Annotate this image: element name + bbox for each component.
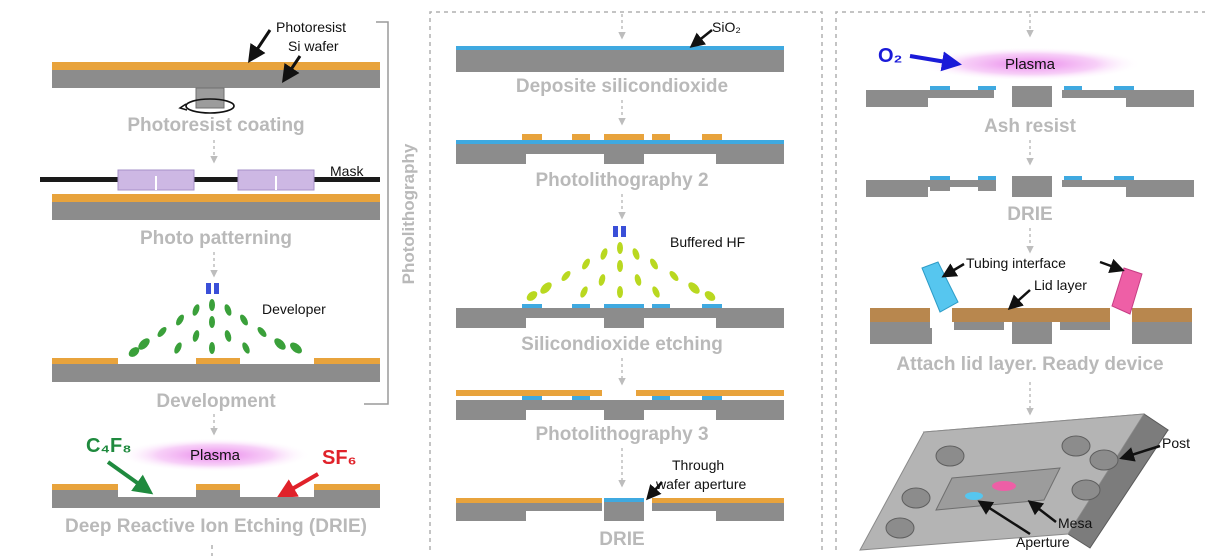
- photolithography-group-label: Photolithography: [399, 143, 418, 284]
- step-ash-resist: Ash resist: [984, 116, 1077, 137]
- step-silicondioxide-etching: Silicondioxide etching: [521, 334, 723, 355]
- plasma-glow-1: [119, 438, 311, 472]
- wafer-drie: [52, 484, 380, 508]
- wafer-photolithography-2: [456, 134, 784, 164]
- step-photolithography-2: Photolithography 2: [535, 170, 708, 191]
- arrow-through-aperture: [646, 481, 663, 501]
- step-photo-patterning: Photo patterning: [140, 228, 292, 249]
- arrow-sf6: [276, 472, 320, 499]
- label-si-wafer: Si wafer: [288, 38, 339, 54]
- gas-c4f8: C₄F₈: [86, 435, 132, 457]
- mask-assembly: [40, 169, 380, 191]
- wafer-drie-2: [456, 498, 784, 521]
- label-through-line1: Through: [672, 457, 724, 473]
- arrow-tubing-right: [1099, 258, 1125, 273]
- label-plasma-2: Plasma: [1005, 56, 1056, 73]
- arrow-si-wafer: [282, 55, 302, 83]
- device-3d-render: [859, 413, 1170, 551]
- wafer-photolithography-3: [456, 390, 784, 420]
- arrow-mesa: [1027, 500, 1057, 523]
- photolithography-bracket: [364, 21, 389, 405]
- spin-rotation-icon: [178, 103, 188, 111]
- wafer-development: [52, 358, 380, 382]
- label-through-line2: wafer aperture: [655, 476, 746, 492]
- step-deposite-silicondioxide: Deposite silicondioxide: [516, 76, 728, 97]
- label-plasma-1: Plasma: [190, 447, 241, 464]
- wafer-drie-3: [866, 176, 1194, 197]
- label-sio2: SiO₂: [712, 19, 741, 35]
- step-drie-3: DRIE: [1007, 204, 1052, 225]
- tubing-right: [1111, 267, 1143, 315]
- device-with-lid: [870, 304, 1192, 344]
- label-lid-layer: Lid layer: [1034, 277, 1087, 293]
- tubing-left: [921, 261, 959, 313]
- label-photoresist: Photoresist: [276, 19, 346, 35]
- step-drie-1: Deep Reactive Ion Etching (DRIE): [65, 516, 367, 537]
- arrow-sio2: [689, 29, 713, 48]
- label-mesa: Mesa: [1058, 515, 1092, 531]
- column-frames: [211, 11, 1205, 556]
- label-mask: Mask: [330, 163, 364, 179]
- wafer-oxide-etching: [456, 304, 784, 328]
- label-buffered-hf: Buffered HF: [670, 234, 745, 250]
- arrow-tubing-left: [941, 262, 965, 278]
- arrow-c4f8: [106, 460, 154, 495]
- hf-nozzle: [613, 226, 626, 237]
- step-drie-2: DRIE: [599, 529, 644, 550]
- wafer-photo-patterning: [52, 194, 380, 220]
- arrow-photoresist: [248, 29, 272, 63]
- wafer-deposite-oxide: [456, 46, 784, 72]
- step-development: Development: [156, 391, 276, 412]
- arrow-lid-layer: [1007, 289, 1031, 311]
- arrow-post: [1119, 444, 1161, 462]
- step-photoresist-coating: Photoresist coating: [127, 115, 304, 136]
- developer-spray: [128, 299, 302, 357]
- arrow-o2: [909, 51, 962, 72]
- plasma-glow-2: [918, 47, 1142, 81]
- developer-nozzle: [206, 283, 219, 294]
- wafer-photoresist-coating: [52, 62, 380, 114]
- step-photolithography-3: Photolithography 3: [535, 424, 708, 445]
- hf-spray: [526, 242, 716, 301]
- label-aperture: Aperture: [1016, 534, 1070, 550]
- label-developer: Developer: [262, 301, 326, 317]
- gas-o2: O₂: [878, 45, 902, 67]
- label-tubing-interface: Tubing interface: [966, 255, 1066, 271]
- label-post: Post: [1162, 435, 1190, 451]
- gas-sf6: SF₆: [322, 447, 357, 469]
- wafer-ash-resist: [866, 86, 1194, 107]
- arrow-aperture: [977, 500, 1031, 536]
- step-attach-lid: Attach lid layer. Ready device: [896, 354, 1163, 375]
